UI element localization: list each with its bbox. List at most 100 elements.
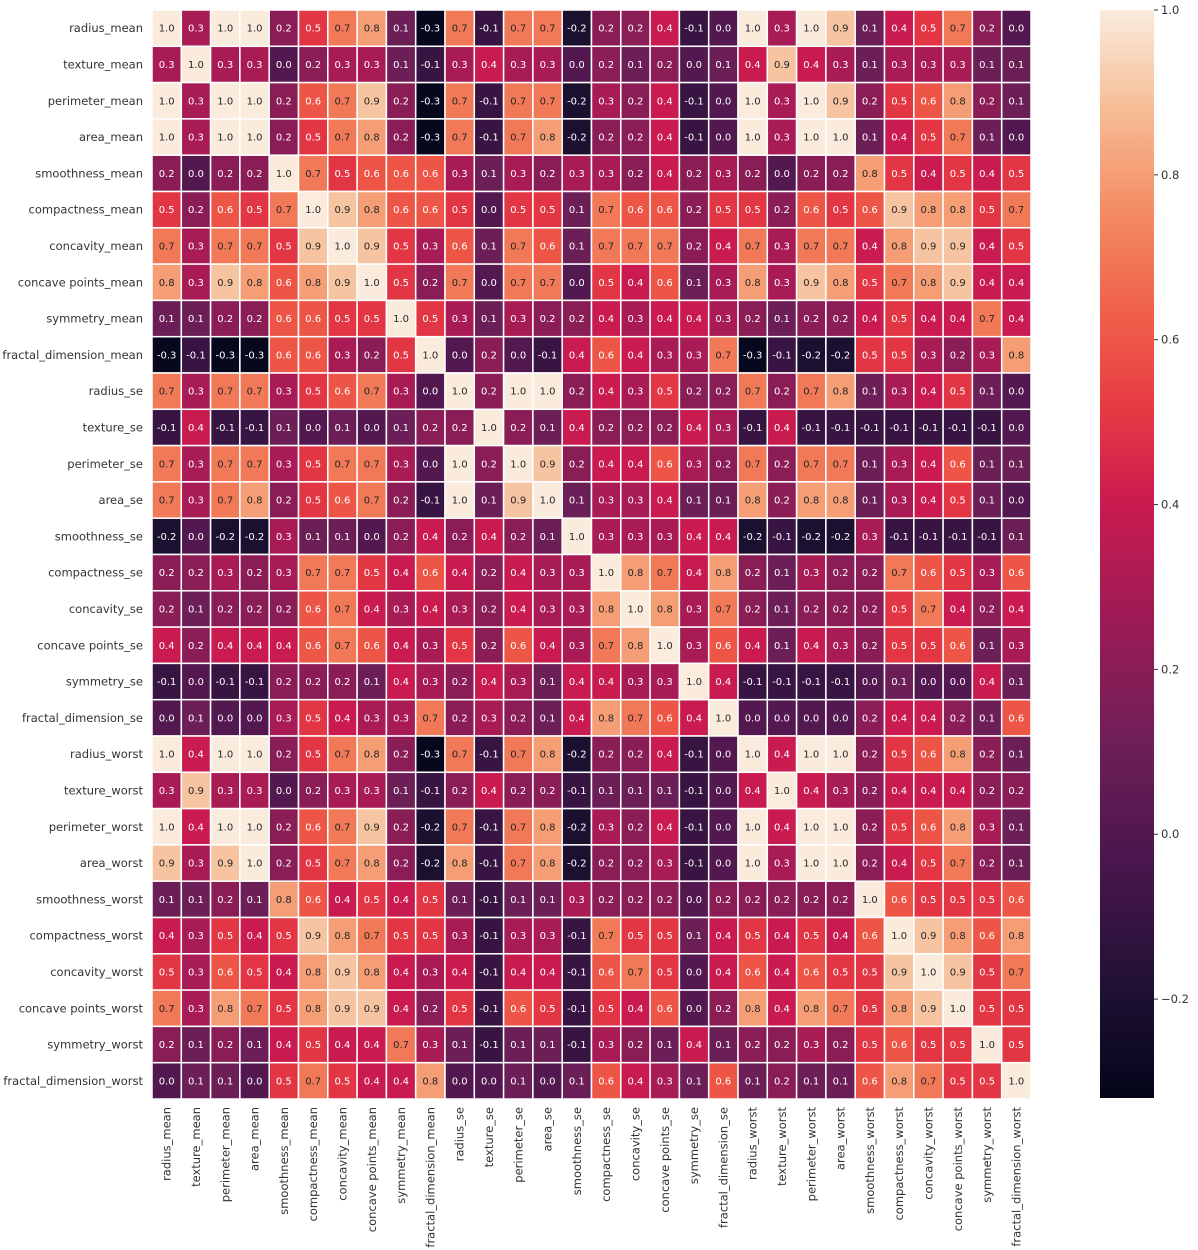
heatmap-cell xyxy=(795,517,827,556)
cell-value-label: 1.0 xyxy=(803,133,819,144)
heatmap-cell xyxy=(913,698,944,737)
heatmap-cell xyxy=(825,263,856,302)
cell-value-label: 0.2 xyxy=(276,133,292,144)
cell-value-label: 0.5 xyxy=(422,314,438,325)
cell-value-label: 0.1 xyxy=(686,931,702,942)
heatmap-cell xyxy=(1000,154,1032,193)
heatmap-cell xyxy=(1000,1061,1032,1100)
cell-value-label: 0.4 xyxy=(715,532,731,543)
heatmap-cell xyxy=(825,844,856,882)
cell-value-label: 0.2 xyxy=(833,169,849,180)
cell-value-label: 0.3 xyxy=(891,387,907,398)
heatmap-cell xyxy=(151,154,183,193)
cell-value-label: 0.4 xyxy=(422,604,438,615)
cell-value-label: 0.4 xyxy=(920,314,936,325)
colorbar-tick-label: 1.0 xyxy=(1161,3,1179,17)
cell-value-label: 0.4 xyxy=(627,278,643,289)
cell-value-label: 0.3 xyxy=(276,387,292,398)
cell-value-label: 0.4 xyxy=(393,641,409,652)
cell-value-label: 1.0 xyxy=(891,931,907,942)
cell-value-label: 0.1 xyxy=(188,713,204,724)
heatmap-cell xyxy=(180,408,212,447)
heatmap-cell xyxy=(297,408,329,447)
cell-value-label: 0.7 xyxy=(833,241,849,252)
y-tick-label: radius_worst xyxy=(70,747,143,761)
cell-value-label: -0.1 xyxy=(684,859,704,870)
x-tick-label: compactness_se xyxy=(599,1107,613,1202)
cell-value-label: 0.6 xyxy=(862,205,878,216)
cell-value-label: 0.2 xyxy=(774,496,790,507)
heatmap-cell xyxy=(532,335,563,374)
cell-value-label: 0.7 xyxy=(364,496,380,507)
heatmap-cell xyxy=(620,190,651,229)
cell-value-label: 0.1 xyxy=(1008,60,1024,71)
cell-value-label: 0.2 xyxy=(247,314,263,325)
heatmap-cell xyxy=(151,662,183,701)
cell-value-label: 0.3 xyxy=(686,459,702,470)
heatmap-cell xyxy=(971,626,1003,665)
cell-value-label: 0.2 xyxy=(657,60,673,71)
heatmap-cell xyxy=(620,408,651,447)
cell-value-label: 0.2 xyxy=(627,96,643,107)
cell-value-label: 0.4 xyxy=(188,750,204,761)
cell-value-label: 0.5 xyxy=(891,604,907,615)
cell-value-label: 0.1 xyxy=(510,1076,526,1087)
heatmap-cell xyxy=(620,662,651,701)
cell-value-label: 1.0 xyxy=(247,96,263,107)
heatmap-cell xyxy=(473,880,505,919)
cell-value-label: -0.1 xyxy=(684,96,704,107)
cell-value-label: 0.7 xyxy=(334,133,350,144)
heatmap-cell xyxy=(239,481,270,519)
cell-value-label: 1.0 xyxy=(833,822,849,833)
cell-value-label: 0.7 xyxy=(510,96,526,107)
cell-value-label: 0.3 xyxy=(686,350,702,361)
heatmap-cell xyxy=(151,9,183,48)
colorbar xyxy=(1100,10,1154,1098)
cell-value-label: 0.1 xyxy=(188,1040,204,1051)
cell-value-label: 0.1 xyxy=(979,496,995,507)
cell-value-label: 0.1 xyxy=(862,24,878,35)
cell-value-label: 0.3 xyxy=(569,568,585,579)
heatmap-cell xyxy=(766,590,798,628)
cell-value-label: 0.2 xyxy=(745,895,761,906)
cell-value-label: 0.3 xyxy=(422,1040,438,1051)
cell-value-label: 0.1 xyxy=(540,1040,556,1051)
heatmap-cell xyxy=(297,517,329,556)
cell-value-label: 0.3 xyxy=(217,786,233,797)
heatmap-cell xyxy=(502,154,534,193)
heatmap-cell xyxy=(707,444,739,483)
cell-value-label: 0.3 xyxy=(393,713,409,724)
cell-value-label: 0.5 xyxy=(1008,169,1024,180)
cell-value-label: 0.8 xyxy=(950,205,966,216)
heatmap-cell xyxy=(502,335,534,374)
cell-value-label: 0.0 xyxy=(715,822,731,833)
cell-value-label: 0.7 xyxy=(598,205,614,216)
heatmap-cell xyxy=(385,372,417,411)
cell-value-label: 1.0 xyxy=(452,387,468,398)
cell-value-label: 0.7 xyxy=(159,496,175,507)
cell-value-label: 0.2 xyxy=(598,133,614,144)
cell-value-label: 0.2 xyxy=(715,1004,731,1015)
x-tick-label: compactness_mean xyxy=(306,1107,320,1221)
heatmap-cell xyxy=(268,1061,300,1100)
heatmap-cell xyxy=(297,662,329,701)
cell-value-label: 0.0 xyxy=(188,677,204,688)
cell-value-label: 0.4 xyxy=(393,1004,409,1015)
cell-value-label: 1.0 xyxy=(950,1004,966,1015)
heatmap-cell xyxy=(532,1025,563,1064)
cell-value-label: 0.5 xyxy=(891,96,907,107)
heatmap-cell xyxy=(942,989,974,1028)
heatmap-cell xyxy=(737,1025,769,1064)
heatmap-cell xyxy=(444,698,476,737)
cell-value-label: 0.5 xyxy=(862,1040,878,1051)
cell-value-label: -0.1 xyxy=(772,350,792,361)
cell-value-label: 1.0 xyxy=(217,822,233,833)
heatmap-cell xyxy=(913,1061,944,1100)
cell-value-label: 0.7 xyxy=(217,387,233,398)
cell-value-label: 0.6 xyxy=(657,459,673,470)
x-tick-label: radius_mean xyxy=(160,1107,174,1181)
cell-value-label: 0.9 xyxy=(833,96,849,107)
cell-value-label: 0.5 xyxy=(422,895,438,906)
colorbar-tick-label: 0.4 xyxy=(1161,498,1179,512)
cell-value-label: 0.8 xyxy=(715,568,731,579)
